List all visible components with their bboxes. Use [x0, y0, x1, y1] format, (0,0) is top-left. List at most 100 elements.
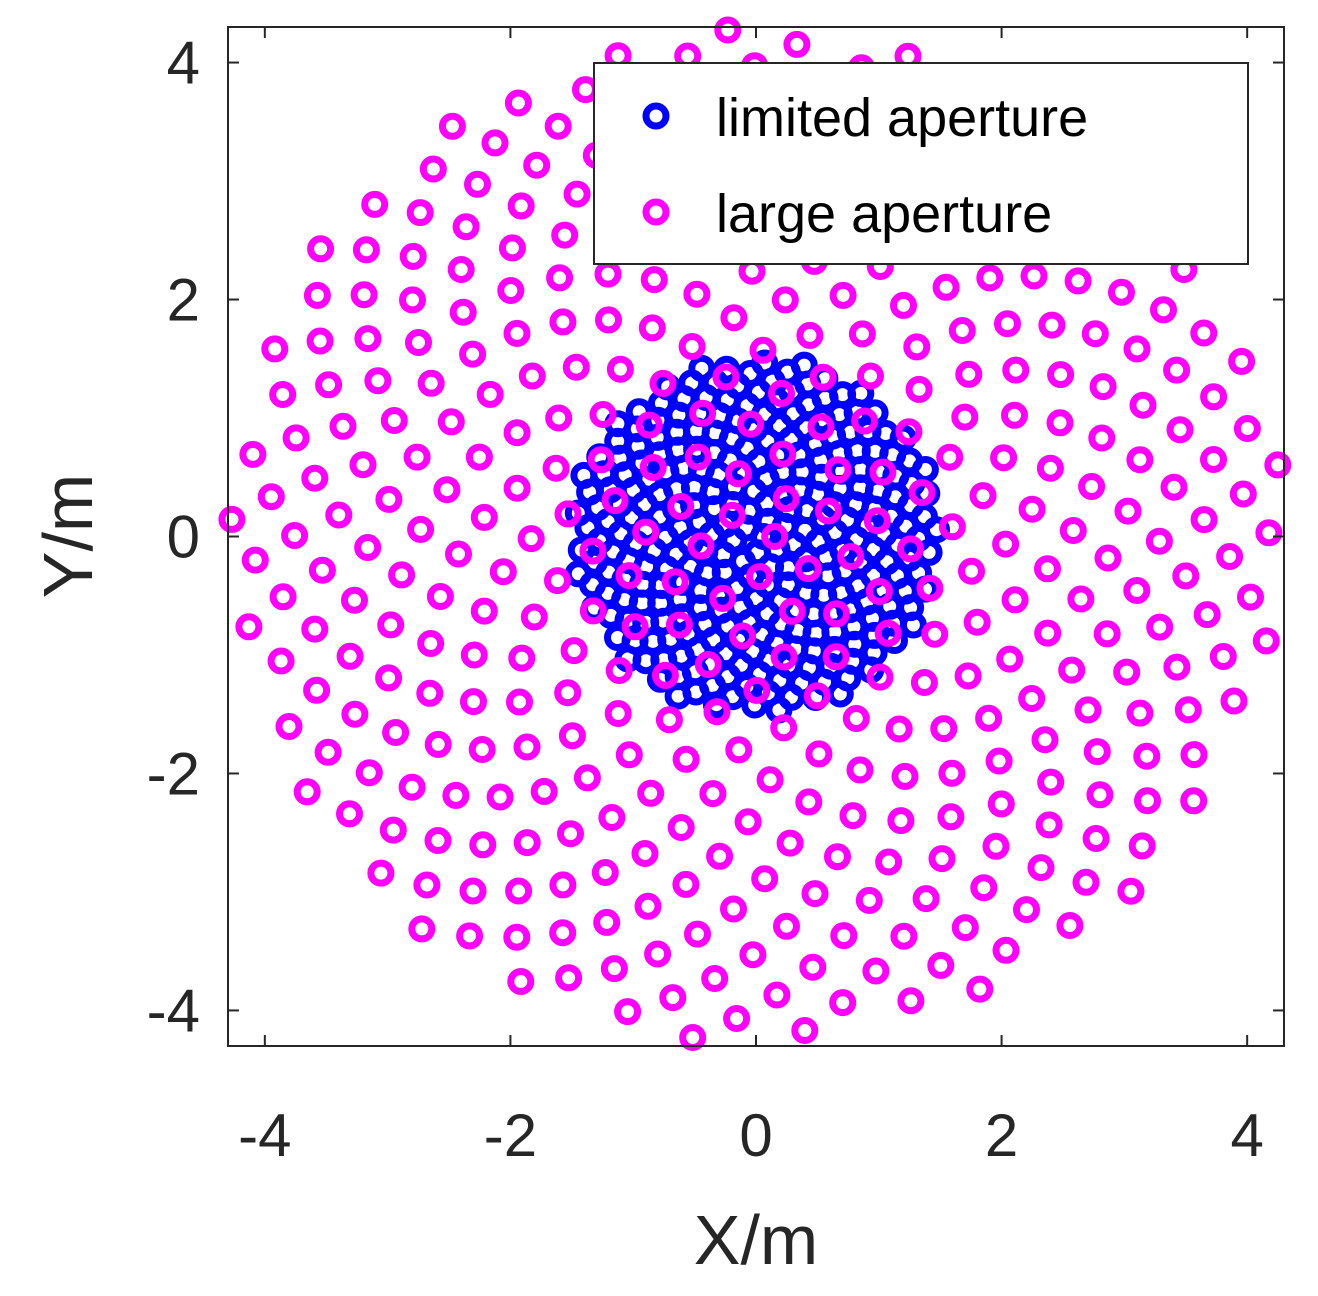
data-point-series-2 — [388, 561, 416, 589]
data-point-series-1 — [790, 351, 818, 379]
data-point-series-2 — [723, 1005, 751, 1032]
data-point-series-2 — [992, 936, 1020, 964]
data-point-series-2 — [452, 213, 480, 241]
data-point-series-2 — [375, 485, 403, 513]
data-point-series-2 — [928, 845, 956, 873]
data-point-series-2 — [1134, 787, 1161, 815]
legend-label-large-aperture: large aperture — [716, 184, 1052, 244]
data-point-series-2 — [706, 842, 734, 870]
data-point-series-2 — [325, 501, 353, 529]
data-point-series-2 — [916, 574, 944, 602]
data-point-series-2 — [489, 558, 517, 586]
data-point-series-2 — [460, 688, 487, 716]
data-point-series-2 — [794, 555, 822, 583]
data-point-series-2 — [672, 870, 700, 898]
points-layer — [218, 16, 1292, 1051]
y-tick-label: -2 — [147, 741, 200, 808]
data-point-series-2 — [665, 611, 693, 639]
data-point-series-2 — [600, 955, 628, 983]
data-point-series-2 — [523, 151, 551, 179]
data-point-series-2 — [770, 714, 798, 742]
y-tick-label: 2 — [167, 267, 200, 334]
data-point-series-2 — [1081, 320, 1109, 348]
data-point-series-2 — [749, 336, 777, 364]
legend-box — [593, 62, 1249, 265]
legend: limited aperture large aperture — [593, 62, 1249, 265]
data-point-series-2 — [875, 848, 903, 876]
data-point-series-2 — [1001, 401, 1028, 429]
data-point-series-1 — [688, 354, 716, 382]
data-point-series-2 — [874, 619, 902, 647]
data-point-series-2 — [275, 713, 303, 740]
data-point-series-2 — [349, 451, 377, 479]
data-point-series-2 — [729, 622, 757, 650]
data-point-series-2 — [503, 474, 531, 502]
data-point-series-2 — [1013, 896, 1040, 924]
data-point-series-2 — [361, 190, 389, 218]
x-tick-label: 4 — [1231, 1102, 1264, 1169]
data-point-series-2 — [801, 880, 829, 908]
data-point-series-2 — [267, 647, 295, 675]
data-point-series-2 — [1094, 544, 1122, 572]
data-point-series-2 — [866, 663, 894, 691]
data-point-series-2 — [791, 1017, 819, 1044]
data-point-series-2 — [442, 781, 470, 809]
data-point-series-2 — [615, 741, 643, 769]
data-point-series-2 — [683, 280, 711, 308]
data-point-series-2 — [306, 327, 334, 355]
data-point-series-2 — [778, 597, 806, 625]
data-point-series-2 — [938, 513, 966, 541]
data-point-series-2 — [469, 831, 497, 859]
data-point-series-2 — [336, 642, 364, 670]
data-point-series-2 — [355, 759, 383, 787]
data-point-series-2 — [990, 444, 1018, 472]
data-point-series-2 — [241, 546, 269, 574]
data-point-series-1 — [664, 682, 692, 710]
data-point-series-2 — [1114, 497, 1142, 525]
data-point-series-2 — [966, 975, 994, 1003]
data-point-series-2 — [814, 497, 842, 525]
data-point-series-2 — [976, 264, 1004, 292]
data-point-series-2 — [551, 221, 579, 249]
data-point-series-2 — [737, 410, 765, 438]
data-point-series-2 — [803, 682, 831, 710]
data-point-series-2 — [1083, 738, 1111, 766]
data-point-series-2 — [470, 503, 498, 531]
data-point-series-2 — [1255, 519, 1283, 547]
data-point-series-2 — [426, 583, 454, 610]
data-point-series-2 — [632, 518, 660, 546]
data-point-series-2 — [269, 381, 297, 408]
data-point-series-2 — [438, 112, 466, 140]
data-point-series-2 — [1123, 577, 1151, 604]
data-point-series-2 — [908, 479, 936, 507]
data-point-series-2 — [555, 964, 583, 992]
data-point-series-2 — [315, 371, 343, 399]
data-point-series-2 — [557, 820, 584, 848]
data-point-series-2 — [1064, 267, 1092, 295]
data-point-series-2 — [542, 454, 570, 482]
data-point-series-2 — [1034, 619, 1062, 647]
data-point-series-2 — [1123, 335, 1151, 363]
data-point-series-2 — [282, 424, 310, 452]
data-point-series-1 — [899, 611, 927, 639]
data-point-series-2 — [595, 306, 622, 334]
data-point-series-2 — [1036, 454, 1064, 482]
data-point-series-2 — [589, 401, 617, 428]
data-point-series-2 — [1108, 278, 1135, 306]
data-point-series-2 — [963, 608, 991, 636]
data-point-series-2 — [398, 773, 426, 801]
data-point-series-1 — [564, 499, 592, 527]
data-point-series-2 — [419, 155, 447, 183]
data-point-series-2 — [1035, 811, 1063, 839]
data-point-series-2 — [761, 523, 789, 550]
data-point-series-2 — [470, 597, 498, 625]
data-point-series-2 — [513, 829, 541, 857]
data-point-series-2 — [930, 715, 958, 743]
data-point-series-2 — [486, 783, 514, 811]
data-point-series-2 — [1078, 473, 1106, 500]
data-point-series-2 — [948, 317, 976, 344]
data-point-series-2 — [468, 736, 496, 763]
data-point-series-2 — [644, 940, 672, 968]
data-point-series-2 — [739, 941, 767, 969]
data-point-series-2 — [1233, 415, 1261, 442]
